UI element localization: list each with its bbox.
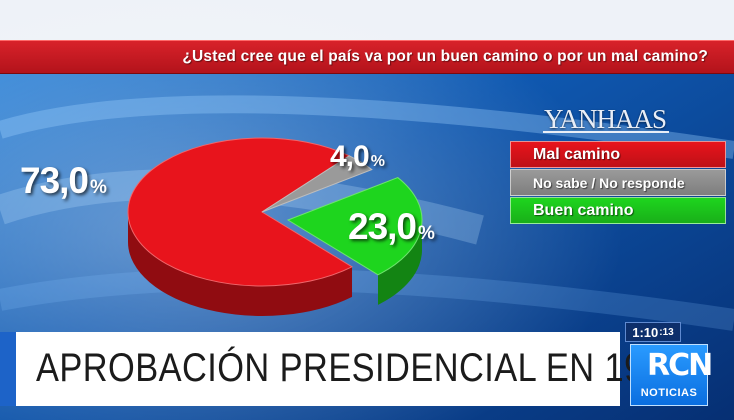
clock-time: 1:10 bbox=[632, 324, 659, 340]
data-label-mal-camino-value: 73,0 bbox=[20, 160, 89, 201]
data-label-buen-camino-value: 23,0 bbox=[348, 206, 417, 247]
data-label-buen-camino: 23,0% bbox=[348, 206, 435, 248]
legend-item-buen-camino: Buen camino bbox=[510, 197, 726, 224]
slice-buen-camino bbox=[286, 176, 423, 276]
slice-no-sabe bbox=[261, 155, 373, 213]
data-label-buen-camino-unit: % bbox=[418, 223, 435, 244]
legend-item-mal-camino: Mal camino bbox=[510, 141, 726, 168]
clock-seconds: :13 bbox=[659, 326, 674, 338]
pollster-underline bbox=[543, 131, 669, 133]
channel-logo-mark: RCN bbox=[647, 348, 713, 383]
data-label-no-sabe-unit: % bbox=[370, 153, 385, 170]
headline-banner: APROBACIÓN PRESIDENCIAL EN 19% bbox=[0, 332, 674, 406]
legend-item-no-sabe: No sabe / No responde bbox=[510, 169, 726, 196]
question-banner: ¿Usted cree que el país va por un buen c… bbox=[0, 40, 734, 74]
slice-buen-camino-side bbox=[378, 220, 422, 305]
question-text: ¿Usted cree que el país va por un buen c… bbox=[182, 48, 708, 65]
headline-text: APROBACIÓN PRESIDENCIAL EN 19% bbox=[36, 346, 675, 390]
pollster-logo: YANHAAS bbox=[543, 104, 667, 134]
chart-legend: Mal camino No sabe / No responde Buen ca… bbox=[510, 141, 726, 225]
channel-logo: RCN NOTICIAS bbox=[630, 344, 713, 406]
data-label-no-sabe: 4,0% bbox=[330, 140, 385, 174]
slice-mal-camino bbox=[127, 137, 354, 287]
slice-mal-camino-side bbox=[127, 212, 353, 317]
broadcast-clock: 1:10:13 bbox=[625, 322, 681, 342]
data-label-no-sabe-value: 4,0 bbox=[330, 140, 370, 173]
channel-logo-label: NOTICIAS bbox=[640, 387, 698, 399]
data-label-mal-camino: 73,0% bbox=[20, 160, 107, 202]
data-label-mal-camino-unit: % bbox=[90, 177, 107, 198]
